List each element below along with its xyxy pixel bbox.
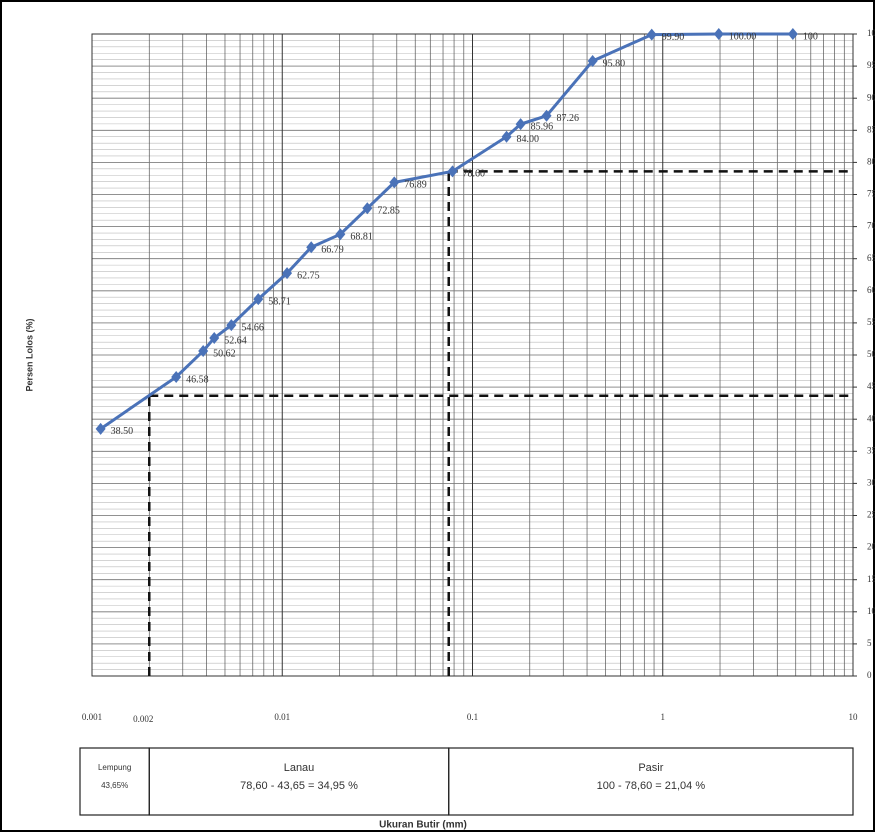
- cell-detail: 100 - 78,60 = 21,04 %: [597, 780, 706, 792]
- cell-name: Lanau: [284, 762, 315, 774]
- data-marker: [501, 130, 512, 143]
- data-marker: [226, 319, 237, 332]
- data-marker: [282, 267, 293, 280]
- data-marker: [646, 28, 657, 41]
- y-tick-label: 100: [867, 28, 875, 38]
- data-marker: [306, 241, 317, 254]
- table-cell: [448, 747, 854, 816]
- data-marker: [335, 228, 346, 241]
- x-tick-label: 0.01: [274, 712, 290, 722]
- y-tick-label: 15: [867, 574, 875, 584]
- cell-detail: 78,60 - 43,65 = 34,95 %: [240, 780, 358, 792]
- data-label: 78.60: [462, 169, 485, 180]
- data-label: 66.79: [321, 245, 344, 256]
- plot-border: [91, 33, 854, 677]
- data-marker: [587, 54, 598, 67]
- data-marker: [389, 176, 400, 189]
- y-tick-label: 25: [867, 510, 875, 520]
- y-tick-label: 60: [867, 285, 875, 295]
- y-tick-label: 90: [867, 92, 875, 102]
- data-line: [99, 32, 793, 431]
- y-tick-label: 35: [867, 445, 875, 455]
- y-tick-label: 55: [867, 317, 875, 327]
- data-marker: [253, 293, 264, 306]
- y-tick-label: 95: [867, 60, 875, 70]
- y-tick-label: 10: [867, 606, 875, 616]
- data-label: 85.96: [531, 121, 554, 132]
- y-tick-label: 40: [867, 413, 875, 423]
- data-label: 38.50: [111, 426, 134, 437]
- data-label: 68.81: [350, 232, 373, 243]
- reference-label: 0.002: [133, 714, 153, 724]
- data-marker: [362, 202, 373, 215]
- x-tick-label: 1: [661, 712, 666, 722]
- y-tick-label: 30: [867, 477, 875, 487]
- y-tick-label: 5: [867, 638, 872, 648]
- y-tick-label: 0: [867, 670, 872, 680]
- data-label: 95.80: [603, 58, 626, 69]
- y-tick-label: 20: [867, 542, 875, 552]
- x-tick-label: 10: [849, 712, 859, 722]
- x-tick-label: 0.1: [467, 712, 478, 722]
- data-marker: [171, 370, 182, 383]
- data-label: 58.71: [268, 296, 291, 307]
- data-label: 87.26: [557, 113, 580, 124]
- cell-detail: 43,65%: [101, 781, 128, 790]
- data-label: 52.64: [224, 335, 247, 346]
- data-marker: [787, 28, 798, 40]
- y-tick-label: 75: [867, 189, 875, 199]
- data-label: 62.75: [297, 270, 320, 281]
- data-label: 72.85: [377, 206, 400, 217]
- y-tick-label: 50: [867, 349, 875, 359]
- y-axis-label: Persen Lolos (%): [24, 318, 34, 391]
- y-tick-label: 70: [867, 221, 875, 231]
- data-marker: [209, 332, 220, 345]
- data-label: 100.00: [729, 31, 757, 42]
- data-label: 46.58: [186, 374, 209, 385]
- data-label: 76.89: [404, 180, 427, 191]
- y-tick-label: 85: [867, 124, 875, 134]
- data-label: 50.62: [213, 348, 236, 359]
- x-axis-label: Ukuran Butir (mm): [379, 820, 467, 831]
- data-label: 54.66: [241, 322, 263, 333]
- cell-name: Lempung: [98, 763, 131, 772]
- x-tick-label: 0.001: [82, 712, 102, 722]
- data-label: 100: [803, 31, 818, 42]
- y-tick-label: 45: [867, 381, 875, 391]
- y-tick-label: 80: [867, 156, 875, 166]
- data-label: 84.00: [517, 134, 540, 145]
- data-label: 99.90: [662, 32, 685, 43]
- data-marker: [95, 422, 106, 435]
- data-marker: [447, 165, 458, 178]
- data-marker: [541, 109, 552, 122]
- data-marker: [713, 28, 724, 40]
- cell-name: Pasir: [638, 762, 663, 774]
- y-tick-label: 65: [867, 253, 875, 263]
- data-marker: [198, 345, 209, 358]
- data-marker: [515, 118, 526, 131]
